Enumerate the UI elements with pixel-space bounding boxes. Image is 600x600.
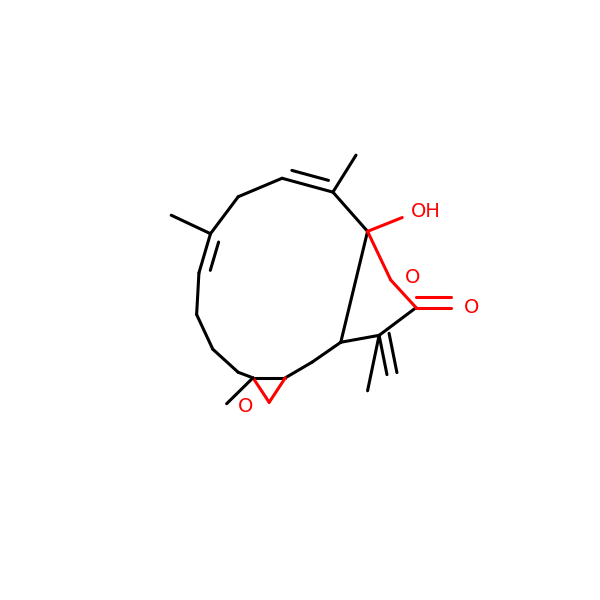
Text: O: O [404, 268, 420, 287]
Text: O: O [464, 298, 479, 317]
Text: OH: OH [410, 202, 440, 221]
Text: O: O [238, 397, 253, 416]
